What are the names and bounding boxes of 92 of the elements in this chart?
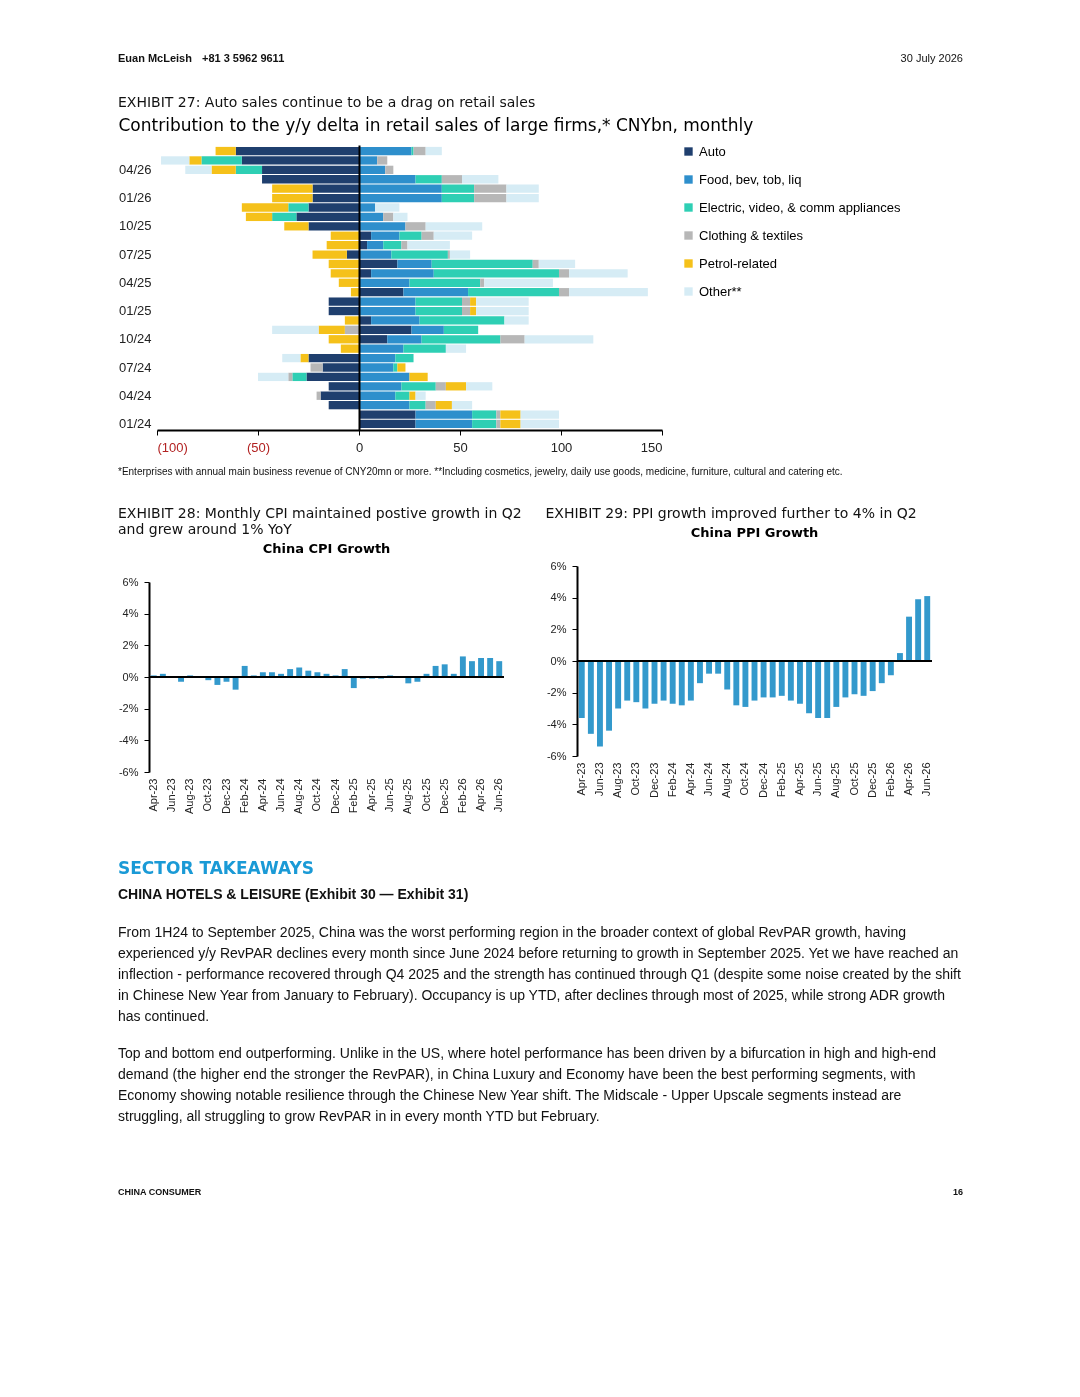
y-tick-label: 04/26	[118, 161, 152, 177]
x-tick-label: Jun-24	[701, 762, 714, 797]
x-tick-label: Apr-25	[364, 778, 377, 812]
x-tick-label: Feb-26	[455, 778, 468, 814]
x-tick-label: Aug-23	[610, 762, 623, 798]
x-tick-label: Jun-23	[164, 778, 177, 813]
text: 16	[952, 1187, 963, 1197]
chart-title: EXHIBIT 29: PPI growth improved further to 4% in Q2	[545, 505, 918, 521]
x-tick-label: 50	[453, 439, 468, 455]
y-tick-label: 10/24	[118, 331, 152, 347]
x-tick-label: Dec-25	[865, 762, 878, 798]
text: SECTOR TAKEAWAYS	[118, 858, 316, 878]
x-tick-label: Oct-24	[737, 762, 750, 796]
x-tick-label: Oct-23	[628, 762, 641, 796]
y-tick-label: -2%	[118, 702, 139, 715]
text: Top and bottom end outperforming. Unlike in the US, where hotel performance has been driven by a bifurcation in high and high-end demand (the higher end the stronger the RevPAR), in China Luxury and Economy have been the best performing segments, with Economy showing notable resilience through the Chinese New Year shift. The Midscale - Upper Upscale segments instead are struggling, all struggling to grow RevPAR in in every month YTD but February.	[118, 1044, 937, 1126]
text: From 1H24 to September 2025, China was the worst performing region in the broader context of global RevPAR growth, having experienced y/y RevPAR declines every month since June 2024 before returning to growth in September 2025. Yet we have reached an inflection - performance recovered through Q4 2025 and the strength has continued through Q1 (despite some noise created by the shift in Chinese New Year from January to February). Occupancy is up YTD, after declines through most of 2025, while strong ADR growth has continued.	[118, 923, 962, 1026]
x-tick-label: Apr-26	[474, 778, 487, 812]
x-tick-label: Jun-26	[919, 762, 932, 797]
x-tick-label: Feb-24	[665, 762, 678, 798]
x-tick-label: Dec-24	[756, 762, 769, 798]
x-tick-label: Feb-24	[237, 778, 250, 814]
x-tick-label: Oct-25	[419, 778, 432, 812]
x-tick-label: Dec-23	[647, 762, 659, 798]
y-tick-label: 07/24	[118, 359, 152, 375]
x-tick-label: Jun-25	[810, 762, 823, 797]
y-tick-label: 6%	[122, 575, 139, 588]
x-tick-label: Feb-26	[883, 762, 896, 798]
x-tick-label: Apr-25	[792, 762, 805, 796]
y-tick-label: 0%	[122, 670, 139, 683]
x-tick-label: Oct-23	[201, 778, 214, 812]
legend-label: Auto	[699, 143, 726, 159]
y-tick-label: 04/24	[118, 387, 152, 403]
y-tick-label: -6%	[118, 765, 139, 778]
x-tick-label: 0	[355, 439, 364, 455]
text: *Enterprises with annual main business revenue of CNY20mn or more. **Including cosmetics, jewelry, daily use goods, medicine, furniture, cultural and catering etc.	[118, 466, 844, 477]
x-tick-label: Aug-23	[183, 778, 196, 814]
x-tick-label: (100)	[157, 439, 188, 455]
y-tick-label: 01/26	[118, 190, 152, 206]
y-tick-label: 04/25	[118, 274, 152, 290]
x-tick-label: (50)	[246, 439, 271, 455]
x-tick-label: Aug-24	[292, 778, 305, 814]
chart-title: EXHIBIT 27: Auto sales continue to be a drag on retail sales	[118, 94, 537, 110]
legend-label: Clothing & textiles	[699, 227, 804, 243]
x-tick-label: Aug-25	[828, 762, 841, 798]
y-tick-label: 2%	[122, 638, 139, 651]
y-tick-label: -4%	[546, 717, 567, 730]
chart-subtitle: China PPI Growth	[690, 525, 818, 540]
chart-subtitle: Contribution to the y/y delta in retail sales of large firms,* CNYbn, monthly	[118, 114, 754, 135]
text: Euan McLeish	[118, 52, 192, 64]
text: CHINA CONSUMER	[118, 1187, 202, 1197]
x-tick-label: Oct-25	[847, 762, 859, 796]
legend-label: Electric, video, & comm appliances	[699, 199, 902, 215]
y-tick-label: 10/25	[118, 218, 152, 234]
x-tick-label: Aug-25	[401, 778, 414, 814]
x-tick-label: Jun-23	[592, 762, 605, 797]
x-tick-label: Oct-24	[310, 778, 323, 812]
x-tick-label: Apr-24	[255, 778, 268, 812]
x-tick-label: Feb-25	[346, 778, 359, 814]
y-tick-label: -2%	[546, 686, 567, 699]
y-tick-label: 2%	[550, 622, 567, 635]
x-tick-label: Jun-26	[492, 778, 505, 813]
x-tick-label: Dec-25	[437, 778, 450, 814]
y-tick-label: -6%	[546, 749, 567, 762]
text: CHINA HOTELS & LEISURE (Exhibit 30 — Exhibit 31)	[118, 886, 470, 902]
y-tick-label: 01/25	[118, 303, 152, 319]
legend-label: Food, bev, tob, liq	[699, 171, 802, 187]
y-tick-label: 6%	[550, 559, 567, 572]
y-tick-label: 4%	[550, 591, 567, 604]
x-tick-label: 150	[640, 439, 663, 455]
x-tick-label: Apr-26	[901, 762, 914, 796]
x-tick-label: Apr-23	[146, 778, 159, 812]
x-tick-label: Apr-23	[574, 762, 587, 796]
x-tick-label: 100	[550, 439, 573, 455]
chart-title: EXHIBIT 28: Monthly CPI maintained postive growth in Q2 and grew around 1% YoY	[118, 505, 523, 537]
y-tick-label: 01/24	[118, 415, 152, 431]
legend-label: Other**	[699, 283, 742, 299]
y-tick-label: -4%	[118, 733, 139, 746]
legend-label: Petrol-related	[699, 255, 778, 271]
x-tick-label: Jun-25	[383, 778, 396, 813]
text: +81 3 5962 9611	[201, 52, 285, 64]
y-tick-label: 0%	[550, 654, 567, 667]
chart-subtitle: China CPI Growth	[262, 541, 391, 556]
x-tick-label: Aug-24	[719, 762, 732, 798]
x-tick-label: Dec-24	[328, 778, 341, 814]
y-tick-label: 4%	[122, 607, 139, 620]
x-tick-label: Feb-25	[774, 762, 787, 798]
y-tick-label: 07/25	[118, 246, 152, 262]
x-tick-label: Apr-24	[683, 762, 696, 796]
x-tick-label: Dec-23	[219, 778, 232, 814]
text: 30 July 2026	[900, 52, 963, 64]
x-tick-label: Jun-24	[274, 778, 287, 813]
